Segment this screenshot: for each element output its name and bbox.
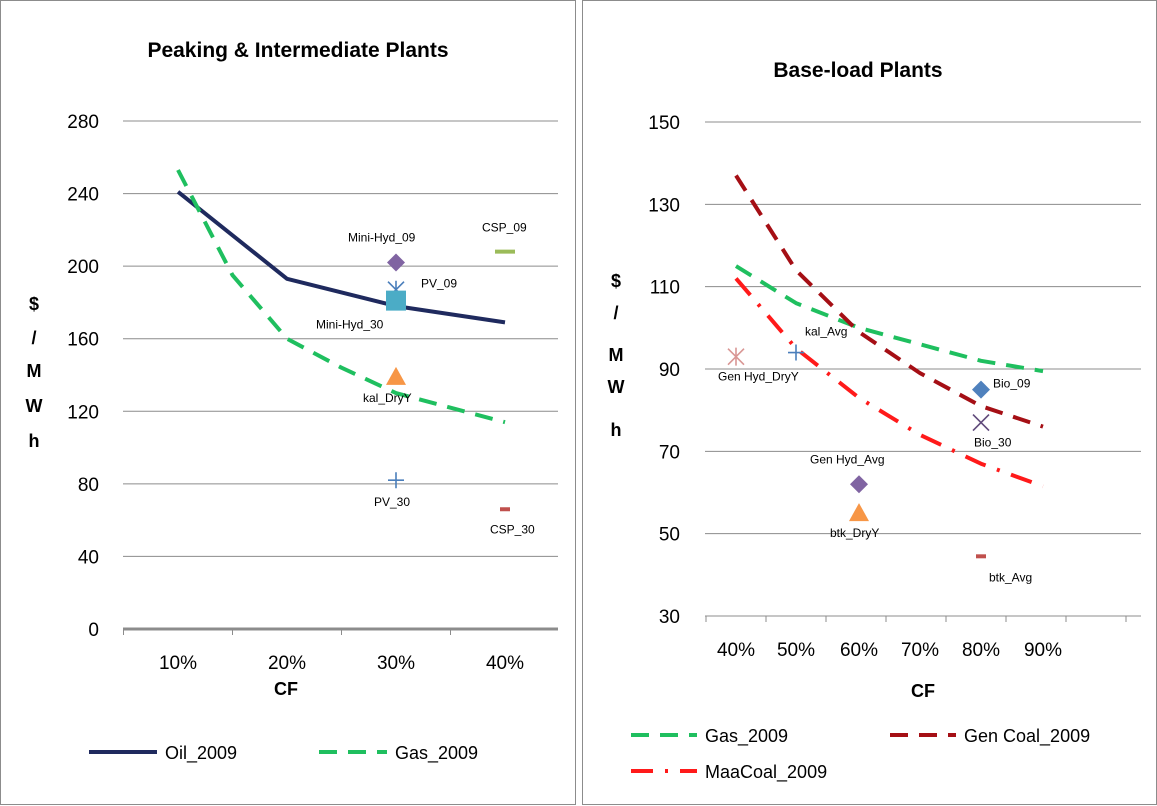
point-label: Gen Hyd_Avg (810, 452, 885, 466)
point-label: Mini-Hyd_30 (316, 318, 384, 332)
y-tick-label: 30 (659, 607, 680, 628)
marker-plus (388, 472, 404, 489)
chart-panel-baseload: Base-load Plants CF 30 50 70 90 110 130 150 40%… (582, 0, 1157, 805)
series-line (734, 174, 1044, 429)
series-line (734, 277, 1044, 489)
y-tick-label: 0 (88, 620, 99, 641)
point-label: PV_09 (421, 277, 457, 291)
y-tick-label: 240 (67, 185, 99, 206)
x-tick-label: 80% (962, 640, 1000, 661)
x-tick-label: 70% (901, 640, 939, 661)
marker-triangle (386, 366, 406, 385)
point-label: CSP_09 (482, 221, 527, 235)
x-axis-title: CF (911, 681, 935, 701)
y-axis-title-char: W (26, 396, 43, 416)
y-axis-title-char: h (611, 420, 622, 440)
x-tick-label: 90% (1024, 640, 1062, 661)
y-axis-title-char: $ (611, 271, 621, 291)
marker-asterisk (727, 347, 745, 366)
x-tick-label: 40% (717, 640, 755, 661)
y-tick-label: 200 (67, 257, 99, 278)
legend-label: Oil_2009 (165, 743, 237, 764)
y-tick-label: 40 (78, 547, 99, 568)
x-axis-title: CF (274, 679, 298, 699)
chart-panel-peaking: Peaking & Intermediate Plants CF 0 40 80 12… (0, 0, 576, 805)
x-tick-label: 40% (486, 653, 524, 674)
y-axis-title-char: / (31, 328, 36, 348)
marker-triangle (849, 503, 869, 522)
marker-diamond (387, 253, 405, 272)
y-tick-label: 110 (650, 278, 680, 299)
point-label: Gen Hyd_DryY (718, 370, 799, 384)
point-label: btk_Avg (989, 570, 1032, 584)
y-tick-label: 280 (67, 112, 99, 133)
point-label: btk_DryY (830, 526, 879, 540)
marker-dash (495, 249, 515, 254)
baseload-chart-svg: Base-load Plants CF 30 50 70 90 110 130 150 40%… (608, 59, 1141, 783)
marker-diamond (850, 475, 868, 494)
y-tick-label: 120 (67, 402, 99, 423)
series-line (176, 169, 506, 425)
y-tick-label: 70 (659, 442, 680, 463)
point-label: Mini-Hyd_09 (348, 231, 416, 245)
y-tick-label: 130 (648, 195, 680, 216)
legend-label: Gas_2009 (705, 726, 788, 747)
y-axis-title-char: h (29, 431, 40, 451)
x-tick-label: 10% (159, 653, 197, 674)
y-tick-label: 80 (78, 475, 99, 496)
chart-title: Peaking & Intermediate Plants (147, 39, 448, 62)
chart-title: Base-load Plants (773, 59, 942, 82)
marker-diamond (972, 380, 990, 399)
marker-dash (500, 507, 510, 512)
x-tick-label: 60% (840, 640, 878, 661)
point-label: kal_DryY (363, 391, 412, 405)
marker-x (972, 413, 990, 432)
legend-label: Gas_2009 (395, 743, 478, 764)
point-label: kal_Avg (805, 325, 847, 339)
y-axis-title-char: M (27, 361, 42, 381)
point-label: PV_30 (374, 495, 410, 509)
series-line (176, 190, 506, 325)
marker-dash (976, 554, 986, 559)
point-label: Bio_30 (974, 436, 1012, 450)
y-axis-title-char: $ (29, 294, 39, 314)
point-label: Bio_09 (993, 377, 1031, 391)
series-line (734, 264, 1044, 374)
y-axis-title-char: M (609, 345, 624, 365)
y-tick-label: 50 (659, 525, 680, 546)
marker-square (386, 290, 406, 311)
x-tick-label: 50% (777, 640, 815, 661)
legend-label: MaaCoal_2009 (705, 762, 827, 783)
x-tick-label: 20% (268, 653, 306, 674)
peaking-chart-svg: Peaking & Intermediate Plants CF 0 40 80 12… (26, 39, 558, 764)
x-tick-label: 30% (377, 653, 415, 674)
y-tick-label: 150 (648, 113, 680, 134)
y-axis-title-char: / (613, 303, 618, 323)
point-label: CSP_30 (490, 522, 535, 536)
y-axis-title-char: W (608, 377, 625, 397)
marker-plus (788, 344, 804, 361)
legend-label: Gen Coal_2009 (964, 726, 1090, 747)
y-tick-label: 160 (67, 330, 99, 351)
y-tick-label: 90 (659, 360, 680, 381)
